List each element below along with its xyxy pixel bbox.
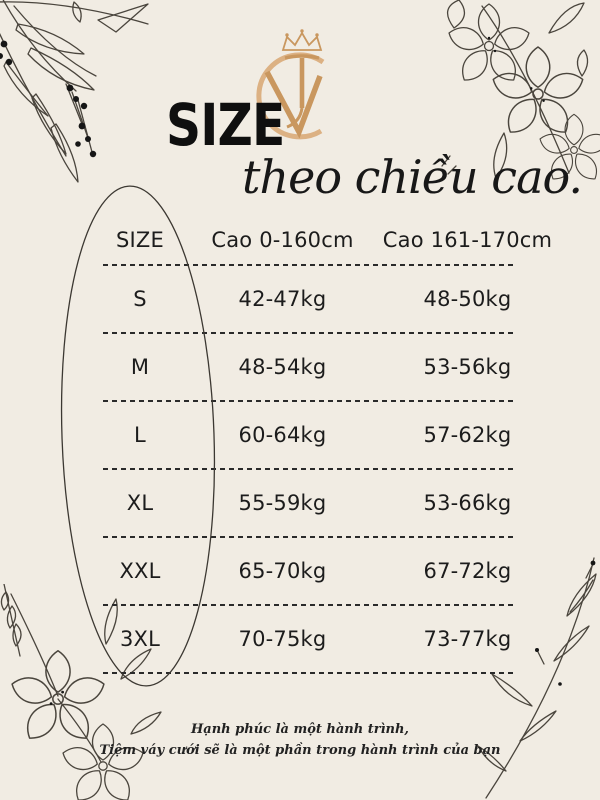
table-header-row: SIZE Cao 0-160cm Cao 161-170cm [95,216,555,264]
footer-slogan: Hạnh phúc là một hành trình, Tiệm váy cư… [0,720,600,762]
size-label: L [134,423,146,447]
row-separator [103,468,515,470]
page-title: SIZE [166,91,285,159]
size-label: M [130,355,150,379]
size-label: XL [126,491,154,515]
weight-range: 65-70kg [238,559,327,583]
row-separator [103,332,515,334]
weight-range: 53-56kg [423,355,512,379]
size-table: SIZE Cao 0-160cm Cao 161-170cm S 42-47kg… [95,216,555,674]
weight-range: 53-66kg [423,491,512,515]
weight-range: 57-62kg [423,423,512,447]
weight-range: 73-77kg [423,627,512,651]
table-row-l: L 60-64kg 57-62kg [95,402,555,468]
weight-range: 55-59kg [238,491,327,515]
row-separator [103,604,515,606]
size-label: XXL [119,559,161,583]
table-row-3xl: 3XL 70-75kg 73-77kg [95,606,555,672]
row-separator [103,264,515,266]
brand-monogram-icon [256,29,325,140]
column-header-size: SIZE [116,228,164,252]
column-header-height-1: Cao 0-160cm [211,228,354,252]
table-row-xxl: XXL 65-70kg 67-72kg [95,538,555,604]
row-separator [103,672,515,674]
table-row-m: M 48-54kg 53-56kg [95,334,555,400]
weight-range: 67-72kg [423,559,512,583]
weight-range: 42-47kg [238,287,327,311]
weight-range: 48-54kg [238,355,327,379]
weight-range: 60-64kg [238,423,327,447]
weight-range: 48-50kg [423,287,512,311]
row-separator [103,536,515,538]
footer-line-2: Tiệm váy cưới sẽ là một phần trong hành … [99,742,501,758]
weight-range: 70-75kg [238,627,327,651]
table-row-xl: XL 55-59kg 53-66kg [95,470,555,536]
size-label: 3XL [119,627,161,651]
column-header-height-2: Cao 161-170cm [382,228,553,252]
row-separator [103,400,515,402]
floral-top-left-icon [0,0,149,183]
table-row-s: S 42-47kg 48-50kg [95,266,555,332]
footer-line-1: Hạnh phúc là một hành trình, [191,722,409,737]
size-label: S [133,287,147,311]
page-subtitle: theo chiều cao. [242,150,583,204]
